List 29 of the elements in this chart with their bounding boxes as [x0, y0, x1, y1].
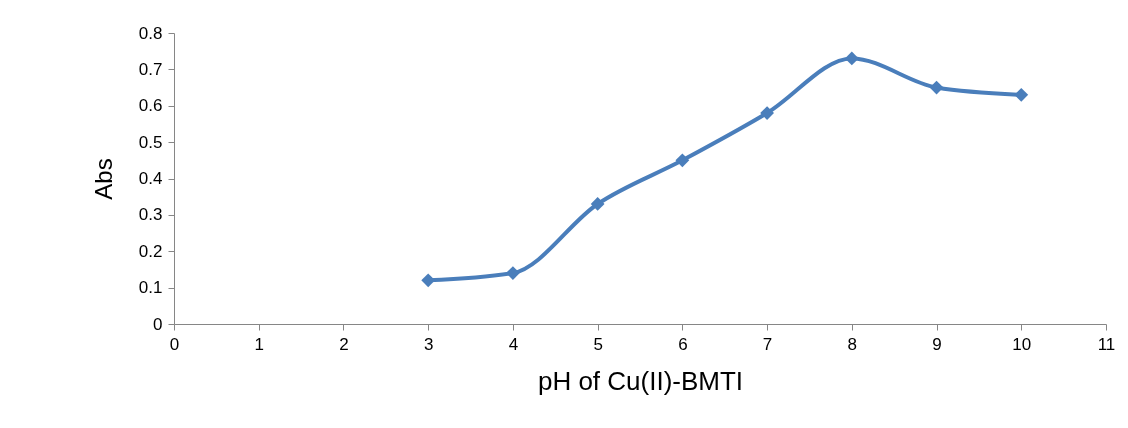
x-tick-label: 0 [169, 334, 180, 354]
y-tick-label: 0.7 [138, 59, 163, 79]
point [675, 153, 690, 168]
x-tick-label: 1 [254, 334, 264, 354]
x-tick-label: 7 [762, 334, 773, 354]
point [844, 51, 859, 66]
y-tick-label: 0.6 [138, 96, 163, 116]
x-tick-label: 8 [847, 334, 858, 354]
point [506, 266, 520, 280]
x-tick-label: 5 [593, 334, 603, 354]
y-tick-label: 0 [153, 314, 163, 334]
y-tick-label: 0.3 [138, 205, 163, 225]
y-axis-title: Abs [89, 158, 117, 200]
y-tick-label: 0.5 [138, 132, 163, 152]
y-tick-label: 0.8 [138, 23, 163, 43]
x-tick-label: 3 [423, 334, 434, 354]
x-tick-label: 10 [1012, 334, 1032, 354]
y-tick-label: 0.1 [138, 278, 163, 298]
x-tick-label: 4 [508, 334, 519, 354]
x-tick-label: 2 [339, 334, 349, 354]
point [421, 273, 436, 288]
x-tick-label: 9 [932, 334, 942, 354]
y-tick-label: 0.2 [138, 241, 163, 261]
x-tick-label: 6 [678, 334, 688, 354]
y-tick-label: 0.4 [138, 169, 163, 188]
x-axis-title: pH of Cu(II)-BMTI [537, 365, 744, 396]
x-tick-label: 11 [1097, 334, 1116, 354]
point [1014, 87, 1029, 102]
point [590, 197, 605, 211]
